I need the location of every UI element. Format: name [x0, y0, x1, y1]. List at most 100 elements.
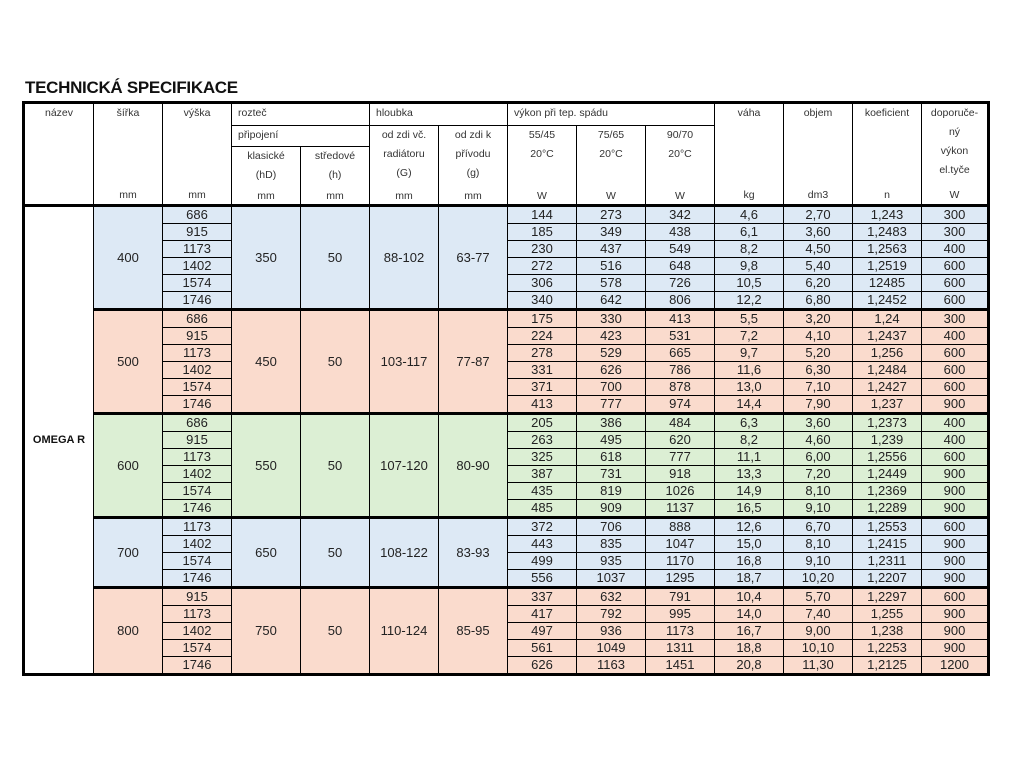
cell-doporuceny-vykon: 900	[921, 622, 989, 640]
table-row: 1574 499 935 1170 16,8 9,10 1,2311 900	[24, 552, 989, 570]
cell-od-zdi-vc: 107-120	[369, 412, 439, 518]
cell-vaha: 8,2	[714, 240, 784, 258]
cell-vykon-75-65: 700	[576, 378, 646, 396]
header-od-zdi-k: od zdi k přívodu (g) mm	[438, 125, 508, 206]
cell-vaha: 7,2	[714, 327, 784, 345]
cell-vyska: 686	[162, 204, 232, 224]
cell-vykon-75-65: 819	[576, 482, 646, 500]
table-row: 1746 413 777 974 14,4 7,90 1,237 900	[24, 395, 989, 414]
cell-vykon-90-70: 786	[645, 361, 715, 379]
cell-objem: 6,80	[783, 291, 853, 310]
cell-stredove: 50	[300, 516, 370, 588]
cell-stredove: 50	[300, 308, 370, 414]
cell-vyska: 915	[162, 431, 232, 449]
cell-objem: 2,70	[783, 204, 853, 224]
cell-vykon-55-45: 224	[507, 327, 577, 345]
cell-koeficient: 1,2373	[852, 412, 922, 432]
cell-koeficient: 1,2427	[852, 378, 922, 396]
cell-vyska: 686	[162, 308, 232, 328]
cell-koeficient: 1,2484	[852, 361, 922, 379]
cell-vaha: 4,6	[714, 204, 784, 224]
cell-od-zdi-vc: 88-102	[369, 204, 439, 310]
cell-vyska: 1574	[162, 552, 232, 570]
cell-vykon-55-45: 561	[507, 639, 577, 657]
table-row: 1746 626 1163 1451 20,8 11,30 1,2125 1200	[24, 656, 989, 675]
cell-vyska: 1746	[162, 499, 232, 518]
cell-doporuceny-vykon: 600	[921, 378, 989, 396]
cell-doporuceny-vykon: 300	[921, 204, 989, 224]
cell-doporuceny-vykon: 600	[921, 516, 989, 536]
cell-vykon-90-70: 531	[645, 327, 715, 345]
cell-klasicke: 350	[231, 204, 301, 310]
table-row: 1173 417 792 995 14,0 7,40 1,255 900	[24, 605, 989, 623]
cell-objem: 11,30	[783, 656, 853, 675]
cell-objem: 6,20	[783, 274, 853, 292]
cell-vyska: 1746	[162, 656, 232, 675]
header-vykon-line1: výkon při	[514, 107, 557, 119]
spec-table: název šířka mm výška mm rozteč hloubka výk…	[22, 101, 990, 676]
cell-objem: 3,20	[783, 308, 853, 328]
cell-od-zdi-k: 85-95	[438, 586, 508, 675]
cell-koeficient: 1,2483	[852, 223, 922, 241]
cell-vaha: 8,2	[714, 431, 784, 449]
cell-vykon-90-70: 974	[645, 395, 715, 414]
cell-vaha: 16,8	[714, 552, 784, 570]
header-klasicke: klasické (hD) mm	[231, 146, 301, 206]
cell-vyska: 1574	[162, 274, 232, 292]
table-row: 1746 340 642 806 12,2 6,80 1,2452 600	[24, 291, 989, 310]
cell-koeficient: 1,256	[852, 344, 922, 362]
cell-vaha: 11,6	[714, 361, 784, 379]
cell-vykon-75-65: 516	[576, 257, 646, 275]
cell-vykon-90-70: 995	[645, 605, 715, 623]
cell-vykon-75-65: 618	[576, 448, 646, 466]
cell-koeficient: 1,238	[852, 622, 922, 640]
cell-klasicke: 750	[231, 586, 301, 675]
cell-doporuceny-vykon: 300	[921, 308, 989, 328]
table-row: 1574 306 578 726 10,5 6,20 12485 600	[24, 274, 989, 292]
cell-vykon-55-45: 443	[507, 535, 577, 553]
cell-vykon-75-65: 642	[576, 291, 646, 310]
cell-stredove: 50	[300, 204, 370, 310]
cell-doporuceny-vykon: 400	[921, 240, 989, 258]
cell-vyska: 1173	[162, 516, 232, 536]
cell-vykon-55-45: 185	[507, 223, 577, 241]
table-row: 1173 230 437 549 8,2 4,50 1,2563 400	[24, 240, 989, 258]
header-koeficient: koeficient n	[852, 102, 922, 206]
cell-vaha: 12,2	[714, 291, 784, 310]
cell-vykon-90-70: 620	[645, 431, 715, 449]
cell-vykon-90-70: 1047	[645, 535, 715, 553]
cell-doporuceny-vykon: 900	[921, 482, 989, 500]
cell-vaha: 16,7	[714, 622, 784, 640]
cell-vyska: 1402	[162, 622, 232, 640]
cell-vaha: 18,7	[714, 569, 784, 588]
cell-vykon-90-70: 1173	[645, 622, 715, 640]
cell-doporuceny-vykon: 400	[921, 412, 989, 432]
cell-objem: 3,60	[783, 223, 853, 241]
cell-vaha: 6,3	[714, 412, 784, 432]
cell-vykon-90-70: 806	[645, 291, 715, 310]
cell-vykon-75-65: 1049	[576, 639, 646, 657]
header-55-45: 55/45 20°C W	[507, 125, 577, 206]
cell-doporuceny-vykon: 900	[921, 569, 989, 588]
cell-objem: 9,00	[783, 622, 853, 640]
cell-vykon-90-70: 1026	[645, 482, 715, 500]
cell-vykon-75-65: 578	[576, 274, 646, 292]
cell-vykon-55-45: 230	[507, 240, 577, 258]
cell-vykon-55-45: 417	[507, 605, 577, 623]
cell-doporuceny-vykon: 300	[921, 223, 989, 241]
cell-stredove: 50	[300, 586, 370, 675]
table-header: název šířka mm výška mm rozteč hloubka výk…	[23, 102, 989, 206]
cell-vaha: 14,4	[714, 395, 784, 414]
cell-vyska: 1574	[162, 378, 232, 396]
cell-stredove: 50	[300, 412, 370, 518]
cell-objem: 8,10	[783, 535, 853, 553]
cell-doporuceny-vykon: 600	[921, 344, 989, 362]
cell-vaha: 14,0	[714, 605, 784, 623]
cell-koeficient: 1,2415	[852, 535, 922, 553]
cell-vaha: 10,4	[714, 586, 784, 606]
cell-koeficient: 1,255	[852, 605, 922, 623]
cell-vykon-90-70: 413	[645, 308, 715, 328]
cell-vykon-90-70: 918	[645, 465, 715, 483]
header-vaha: váha kg	[714, 102, 784, 206]
cell-sirka: 700	[93, 516, 163, 588]
